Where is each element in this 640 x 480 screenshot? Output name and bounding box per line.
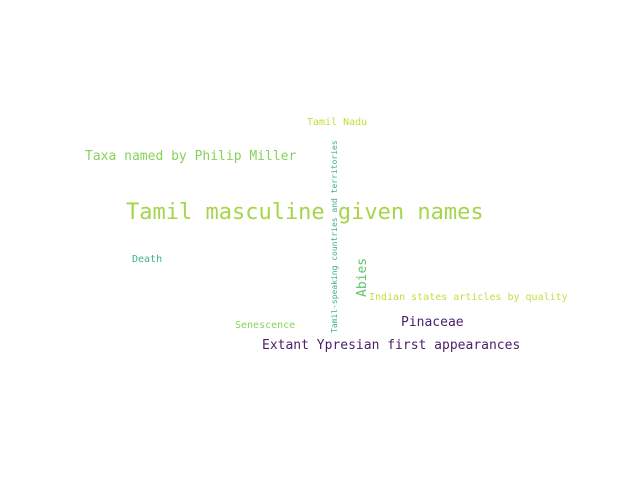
word-tamil-masculine-given-names: Tamil masculine given names <box>126 200 484 225</box>
word-tamil-nadu: Tamil Nadu <box>307 117 368 128</box>
word-senescence: Senescence <box>235 320 296 331</box>
word-pinaceae: Pinaceae <box>401 315 464 330</box>
word-extant-ypresian-first-appearances: Extant Ypresian first appearances <box>262 338 521 353</box>
word-taxa-named-by-philip-miller: Taxa named by Philip Miller <box>85 149 297 164</box>
word-indian-states-articles-by-quality: Indian states articles by quality <box>369 292 568 303</box>
word-abies: Abies <box>355 257 370 297</box>
word-death: Death <box>132 254 163 265</box>
word-tamil-speaking-countries: Tamil-speaking countries and territories <box>330 140 339 333</box>
